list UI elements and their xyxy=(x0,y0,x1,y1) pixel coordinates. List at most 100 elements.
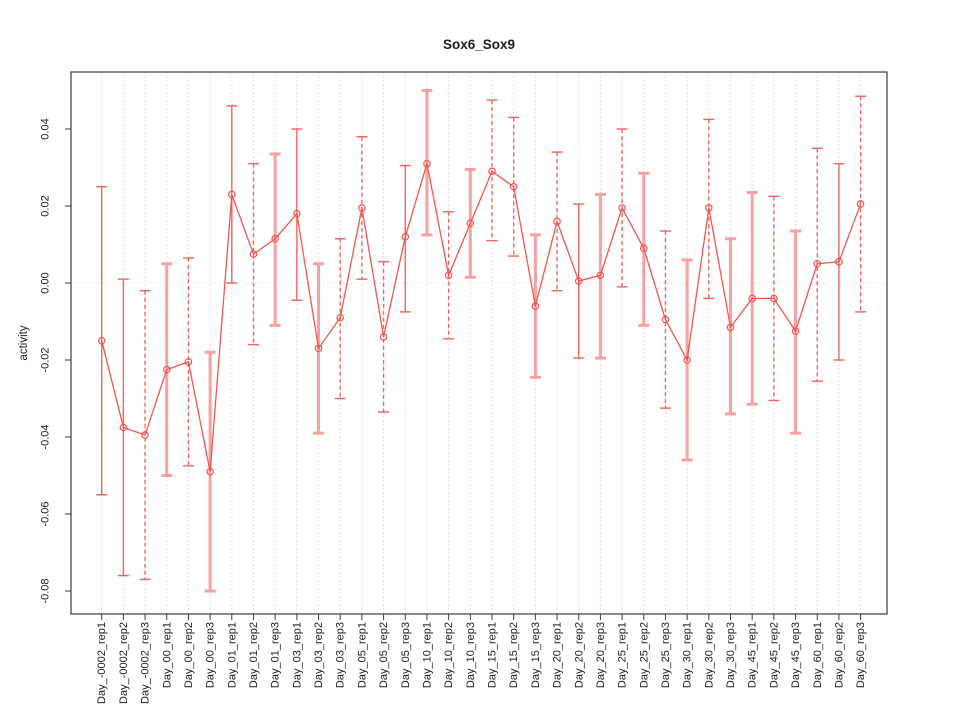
data-point-marker xyxy=(401,233,410,241)
data-point-marker xyxy=(336,313,345,322)
data-point-marker xyxy=(206,467,214,476)
y-tick-labels: 0.04 0.02 0.00 -0.02 -0.04 -0.06 -0.08 xyxy=(40,118,52,603)
error-bar xyxy=(768,195,780,402)
y-tick-label: 0.02 xyxy=(40,195,52,216)
x-tick-label: Day_20_rep1 xyxy=(552,622,564,688)
y-axis-label: activity xyxy=(18,325,30,360)
error-bar xyxy=(139,290,151,581)
x-tick-label: Day_60_rep3 xyxy=(855,622,867,688)
data-point-marker xyxy=(553,217,561,226)
data-point-marker xyxy=(748,294,756,303)
data-point-marker xyxy=(227,190,236,199)
x-tick-label: Day_10_rep3 xyxy=(465,622,477,688)
data-point-marker xyxy=(683,356,691,364)
x-tick-label: Day_10_rep1 xyxy=(421,622,433,688)
data-point-marker xyxy=(531,302,540,310)
error-bar xyxy=(551,151,563,292)
y-tick-label: -0.04 xyxy=(40,424,52,449)
data-point-marker xyxy=(813,259,822,268)
x-tick-label: Day_15_rep2 xyxy=(508,622,520,688)
x-tick-label: Day_15_rep3 xyxy=(530,622,542,688)
y-tick-label: -0.08 xyxy=(40,578,52,603)
data-point-marker xyxy=(726,323,735,332)
data-point-marker xyxy=(444,271,453,280)
data-point-marker xyxy=(466,219,475,228)
y-tick-label: 0.04 xyxy=(40,118,52,139)
plot-border xyxy=(70,71,888,615)
x-tick-label: Day_25_rep3 xyxy=(660,622,672,688)
error-bar xyxy=(421,89,433,237)
data-point-marker xyxy=(162,365,171,374)
data-point-marker xyxy=(184,358,193,366)
x-tick-label: Day_05_rep3 xyxy=(400,622,412,688)
data-point-marker xyxy=(423,159,431,168)
x-tick-label: Day_30_rep1 xyxy=(682,622,694,688)
data-point-marker xyxy=(661,315,670,324)
data-point-marker xyxy=(618,204,626,212)
x-tick-label: Day_00_rep1 xyxy=(161,622,173,688)
data-point-marker xyxy=(379,333,388,341)
error-bar xyxy=(486,99,498,242)
data-point-marker xyxy=(358,204,366,212)
error-bar xyxy=(378,261,390,413)
x-tick-label: Day_-0002_rep1 xyxy=(96,622,108,704)
data-point-marker xyxy=(574,277,583,285)
x-tick-label: Day_30_rep2 xyxy=(703,622,715,688)
x-tick-label: Day_00_rep3 xyxy=(205,622,217,688)
chart-title: Sox6_Sox9 xyxy=(443,37,515,52)
x-tick-label: Day_03_rep2 xyxy=(313,622,325,688)
data-point-marker xyxy=(770,294,778,303)
data-point-marker xyxy=(293,209,301,218)
x-tick-label: Day_20_rep2 xyxy=(573,622,585,688)
error-bar xyxy=(182,257,194,467)
error-bar xyxy=(703,118,715,300)
error-bar xyxy=(811,147,823,382)
x-tick-label: Day_60_rep1 xyxy=(812,622,824,688)
x-tick-label: Day_25_rep2 xyxy=(638,622,650,688)
x-tick-label: Day_-0002_rep3 xyxy=(140,622,152,704)
x-tick-label: Day_25_rep1 xyxy=(617,622,629,688)
x-tick-label: Day_05_rep2 xyxy=(378,622,390,688)
x-tick-label: Day_15_rep1 xyxy=(487,622,499,688)
grid-lines xyxy=(71,72,887,614)
data-point-marker xyxy=(271,234,279,243)
x-tick-label: Day_05_rep1 xyxy=(356,622,368,688)
axis-ticks xyxy=(65,128,862,620)
x-tick-labels: Day_-0002_rep1 Day_-0002_rep2 Day_-0002_re… xyxy=(96,622,867,704)
x-tick-label: Day_03_rep3 xyxy=(335,622,347,688)
x-tick-label: Day_20_rep3 xyxy=(595,622,607,688)
data-point-marker xyxy=(596,271,605,280)
data-point-marker xyxy=(141,431,149,439)
x-tick-label: Day_-0002_rep2 xyxy=(118,622,130,704)
y-tick-label: 0.00 xyxy=(40,272,52,293)
error-bar xyxy=(508,116,520,257)
data-point-marker xyxy=(249,250,258,258)
series-polyline xyxy=(101,163,862,472)
data-point-marker xyxy=(856,200,865,208)
data-point-marker xyxy=(509,182,518,191)
x-tick-label: Day_45_rep1 xyxy=(747,622,759,688)
y-tick-label: -0.02 xyxy=(40,347,52,372)
error-bar xyxy=(659,230,671,409)
error-bar xyxy=(594,192,606,360)
x-tick-label: Day_01_rep1 xyxy=(226,622,238,688)
x-tick-label: Day_01_rep2 xyxy=(248,622,260,688)
data-point-marker xyxy=(705,204,713,212)
x-tick-label: Day_10_rep2 xyxy=(443,622,455,688)
error-bar xyxy=(247,162,259,346)
error-bar xyxy=(269,152,281,327)
y-tick-label: -0.06 xyxy=(40,501,52,526)
series-line xyxy=(101,163,862,472)
x-tick-label: Day_45_rep2 xyxy=(768,622,780,688)
x-tick-label: Day_45_rep3 xyxy=(790,622,802,688)
x-tick-label: Day_60_rep2 xyxy=(833,622,845,688)
x-tick-label: Day_30_rep3 xyxy=(725,622,737,688)
data-point-marker xyxy=(119,423,128,432)
data-point-marker xyxy=(488,167,496,176)
x-tick-label: Day_03_rep1 xyxy=(291,622,303,688)
data-points xyxy=(97,159,865,476)
data-point-marker xyxy=(835,258,843,266)
plot-frame xyxy=(70,71,888,615)
x-tick-label: Day_01_rep3 xyxy=(270,622,282,688)
